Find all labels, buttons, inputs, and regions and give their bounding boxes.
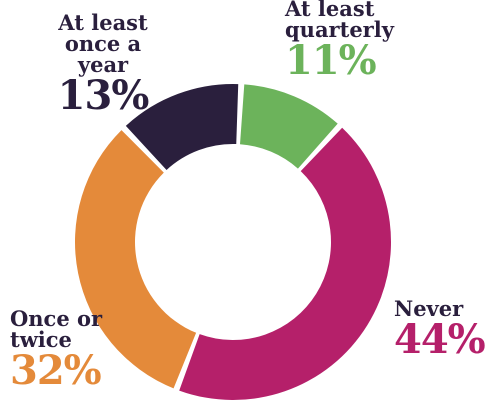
- label-never: Never 44%: [394, 296, 486, 363]
- label-once-or-twice-line2: twice: [10, 327, 72, 352]
- slice-at-least-once-a-year: [125, 84, 239, 170]
- slice-at-least-quarterly: [240, 84, 338, 169]
- label-once-or-twice-pct: 32%: [10, 347, 102, 394]
- label-once-or-twice: Once or twice 32%: [10, 308, 102, 391]
- label-at-least-once-a-year: At least once a year 13%: [38, 12, 168, 116]
- label-at-least-once-a-year-line1: At least: [58, 10, 148, 35]
- slice-once-or-twice: [74, 130, 197, 389]
- label-at-least-quarterly-line1: At least: [285, 0, 375, 21]
- label-once-or-twice-line1: Once or: [10, 306, 103, 331]
- slice-never: [179, 127, 392, 401]
- label-at-least-once-a-year-line2: once a year: [64, 31, 142, 77]
- label-never-line1: Never: [394, 296, 464, 321]
- label-at-least-quarterly-pct: 11%: [285, 37, 377, 84]
- label-at-least-once-a-year-pct: 13%: [57, 72, 150, 119]
- label-at-least-quarterly-line2: quarterly: [285, 17, 394, 42]
- label-at-least-quarterly: At least quarterly 11%: [285, 0, 394, 81]
- label-never-pct: 44%: [394, 316, 486, 363]
